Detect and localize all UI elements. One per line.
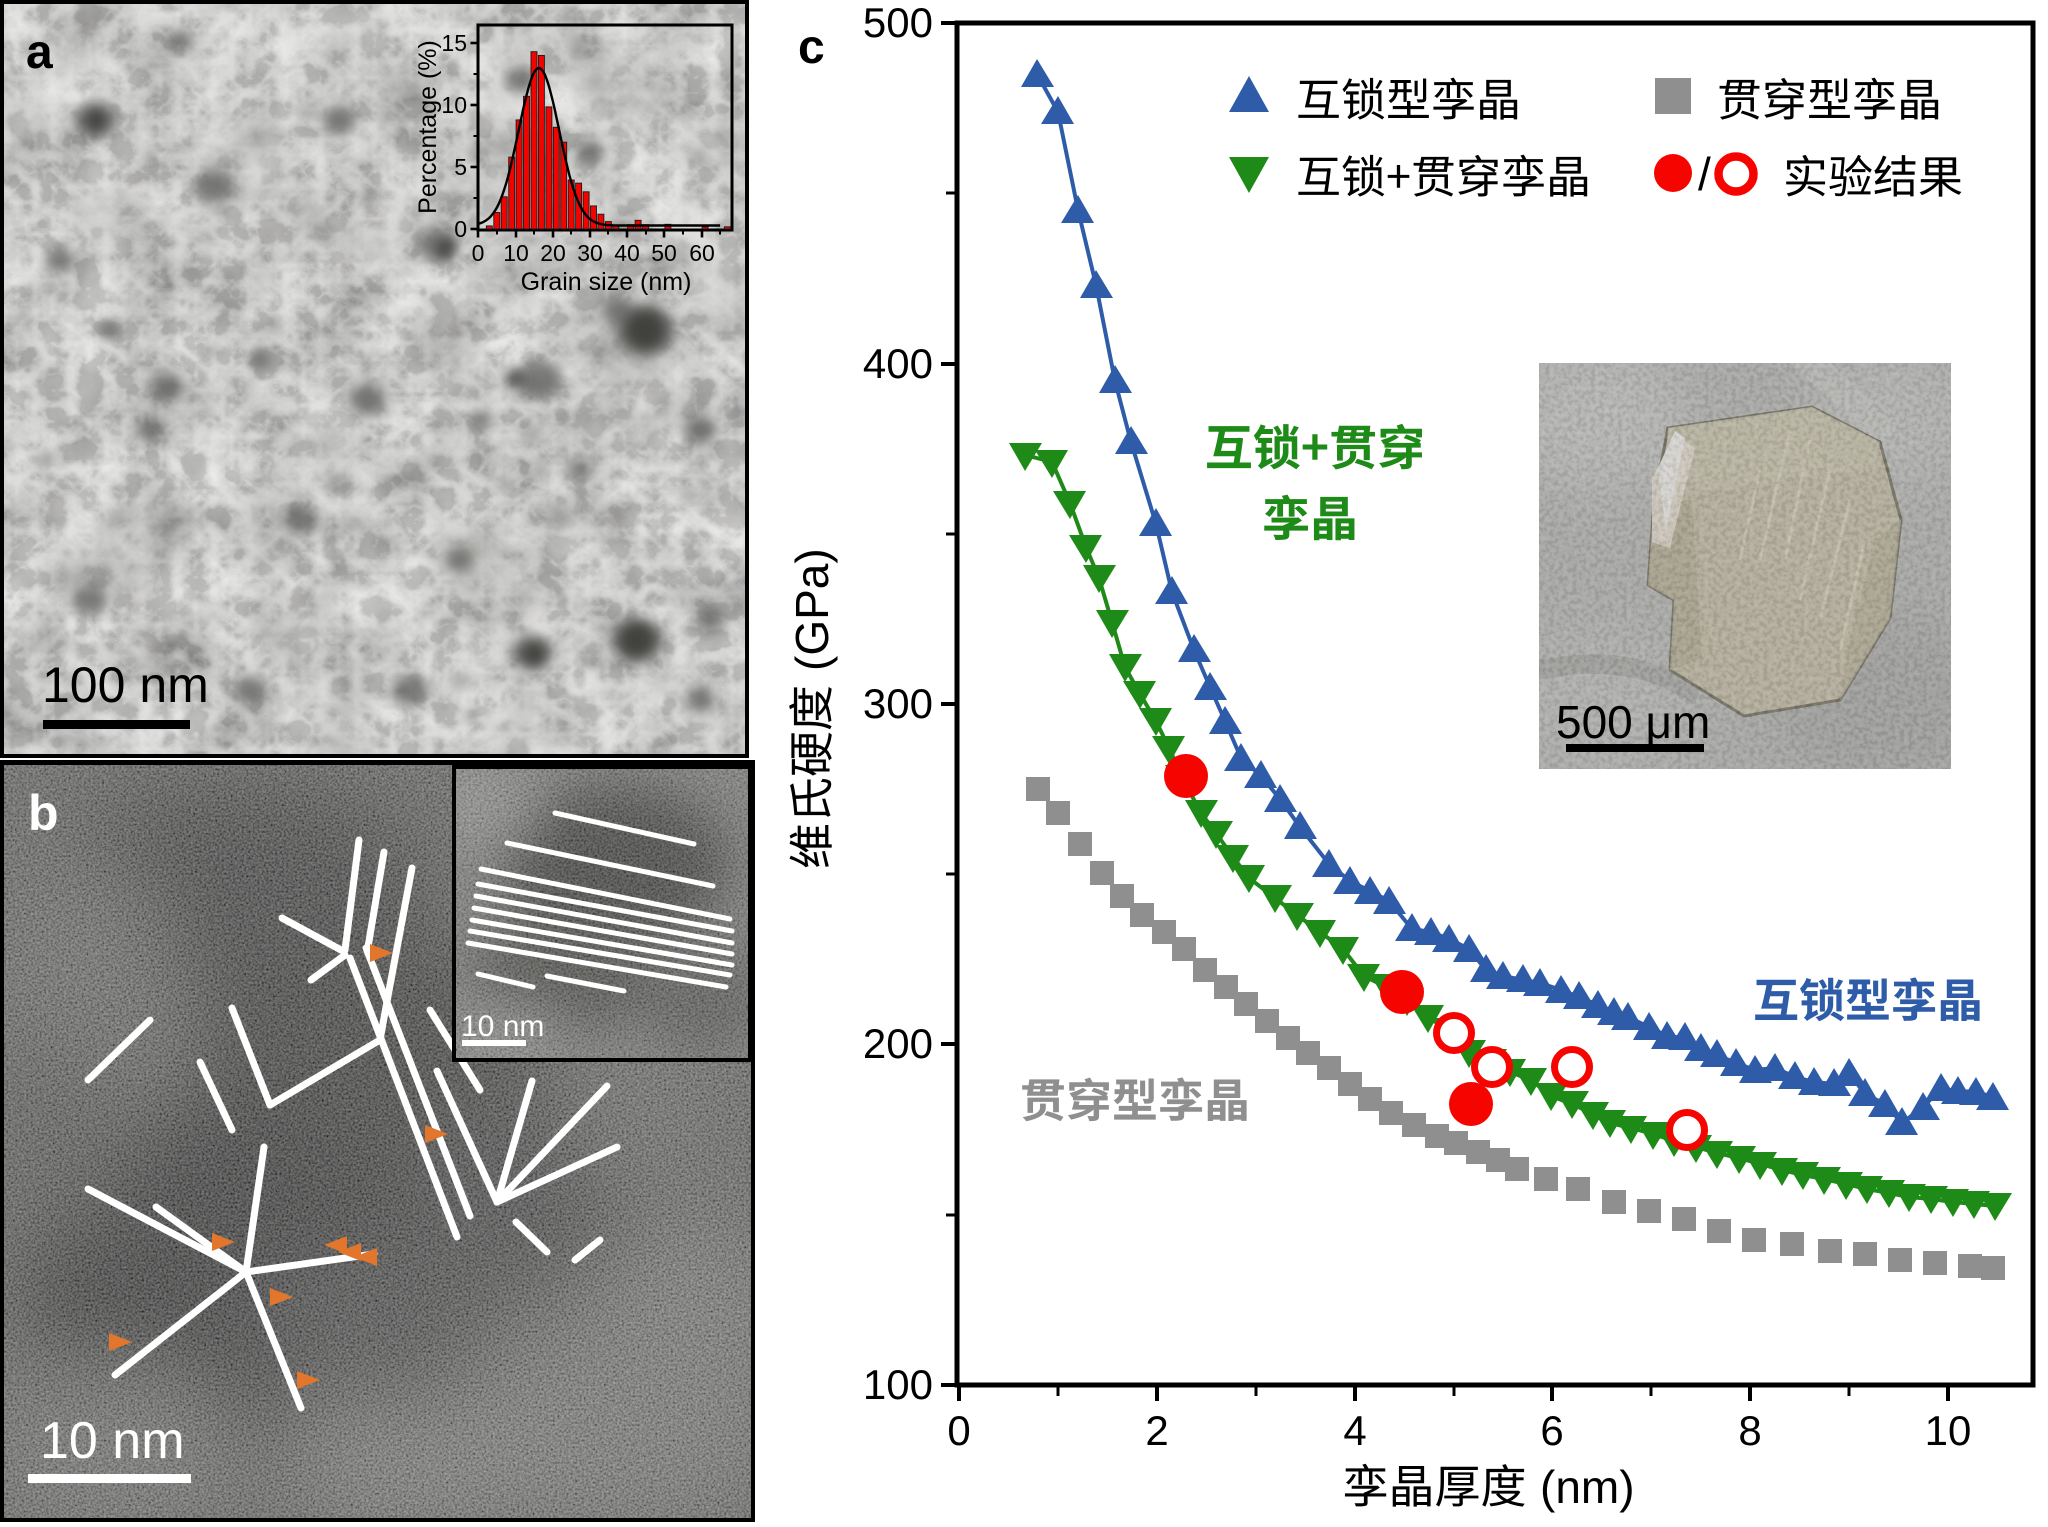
svg-text:300: 300	[863, 680, 933, 727]
svg-text:10 nm: 10 nm	[40, 1412, 185, 1470]
svg-text:200: 200	[863, 1020, 933, 1067]
svg-text:Percentage (%): Percentage (%)	[414, 40, 442, 214]
svg-text:2: 2	[1145, 1407, 1168, 1454]
svg-text:60: 60	[689, 240, 715, 266]
svg-text:8: 8	[1738, 1407, 1761, 1454]
svg-text:400: 400	[863, 340, 933, 387]
svg-text:10: 10	[503, 240, 529, 266]
svg-text:5: 5	[454, 154, 467, 180]
svg-text:30: 30	[577, 240, 603, 266]
svg-text:0: 0	[947, 1407, 970, 1454]
svg-text:10 nm: 10 nm	[461, 1010, 544, 1043]
svg-text:b: b	[28, 785, 59, 841]
svg-text:10: 10	[1925, 1407, 1972, 1454]
svg-text:50: 50	[651, 240, 677, 266]
svg-text:Grain size (nm): Grain size (nm)	[521, 268, 692, 296]
svg-text:100 nm: 100 nm	[42, 657, 209, 713]
svg-text:0: 0	[472, 240, 485, 266]
svg-text:6: 6	[1540, 1407, 1563, 1454]
svg-text:10: 10	[441, 92, 467, 118]
svg-text:4: 4	[1343, 1407, 1366, 1454]
svg-text:100: 100	[863, 1361, 933, 1408]
svg-text:a: a	[26, 26, 53, 79]
svg-text:0: 0	[454, 216, 467, 242]
svg-text:20: 20	[540, 240, 566, 266]
svg-text:(nm): (nm)	[1540, 1461, 1635, 1513]
svg-text:c: c	[798, 21, 825, 74]
svg-text:500: 500	[863, 0, 933, 46]
svg-text:40: 40	[614, 240, 640, 266]
svg-text:/: /	[1698, 148, 1711, 200]
svg-text:500 μm: 500 μm	[1556, 696, 1710, 748]
svg-text:15: 15	[441, 30, 467, 56]
svg-text:(GPa): (GPa)	[786, 548, 838, 671]
